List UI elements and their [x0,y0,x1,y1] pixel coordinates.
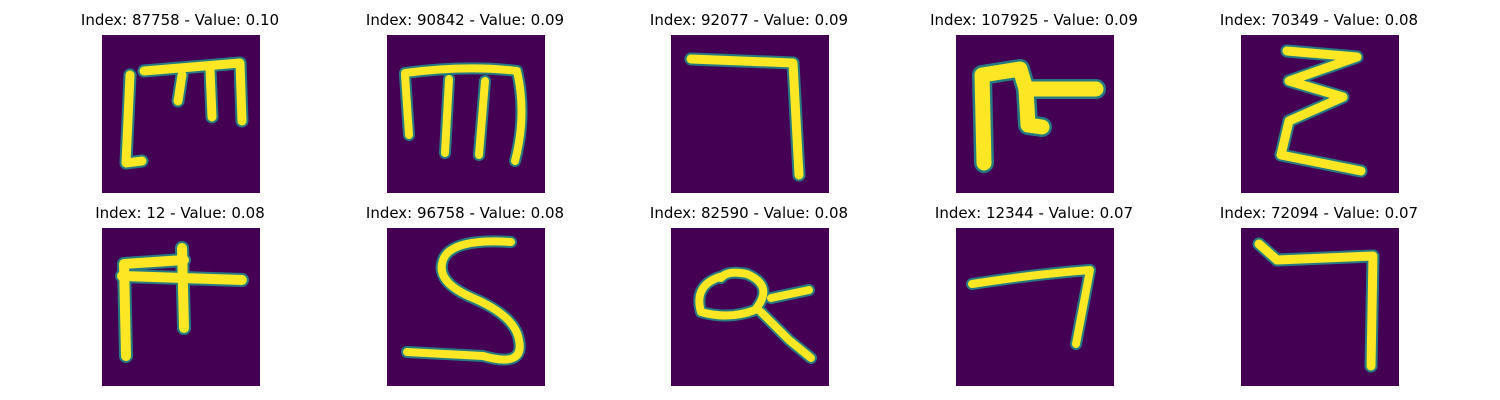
glyph-image [387,35,545,193]
glyph-image [1241,35,1399,193]
panel-title: Index: 12 - Value: 0.08 [95,204,265,222]
panel-title: Index: 96758 - Value: 0.08 [365,204,565,222]
m-loop-glyph [399,62,528,167]
panel-3: Index: 92077 - Value: 0.09 [619,8,879,198]
panel-10: Index: 72094 - Value: 0.07 [1189,201,1449,391]
glyph-image [102,228,260,386]
seven-bracket-glyph [1252,237,1380,373]
glyph-image [102,35,260,193]
panel-5: Index: 70349 - Value: 0.08 [1189,8,1449,198]
panel-title: Index: 70349 - Value: 0.08 [1219,11,1419,29]
m-bracket-glyph [119,56,249,170]
glyph-image [956,35,1114,193]
panel-title: Index: 12344 - Value: 0.07 [934,204,1134,222]
panel-title: Index: 82590 - Value: 0.08 [649,204,849,222]
panel-title: Index: 90842 - Value: 0.09 [365,11,565,29]
panel-title: Index: 107925 - Value: 0.09 [930,11,1138,29]
glyph-image [671,35,829,193]
glyph-image [387,228,545,386]
glyph-image [956,228,1114,386]
glyph-image [671,228,829,386]
seven-angle-glyph [684,52,806,182]
alpha-loop-glyph [693,266,817,364]
panel-1: Index: 87758 - Value: 0.10 [50,8,310,198]
m-cross-glyph [115,241,249,363]
panel-title: Index: 87758 - Value: 0.10 [80,11,280,29]
panel-8: Index: 82590 - Value: 0.08 [619,201,879,391]
panel-9: Index: 12344 - Value: 0.07 [904,201,1164,391]
panel-7: Index: 96758 - Value: 0.08 [335,201,595,391]
panel-title: Index: 72094 - Value: 0.07 [1219,204,1419,222]
glyph-image [1241,228,1399,386]
seven-hook-glyph [966,264,1096,350]
panel-6: Index: 12 - Value: 0.08 [50,201,310,391]
panel-4: Index: 107925 - Value: 0.09 [904,8,1164,198]
m-blob-glyph [972,59,1106,173]
panel-title: Index: 92077 - Value: 0.09 [649,11,849,29]
epsilon-glyph [1274,44,1368,178]
s-curve-glyph [401,235,526,366]
panel-2: Index: 90842 - Value: 0.09 [335,8,595,198]
